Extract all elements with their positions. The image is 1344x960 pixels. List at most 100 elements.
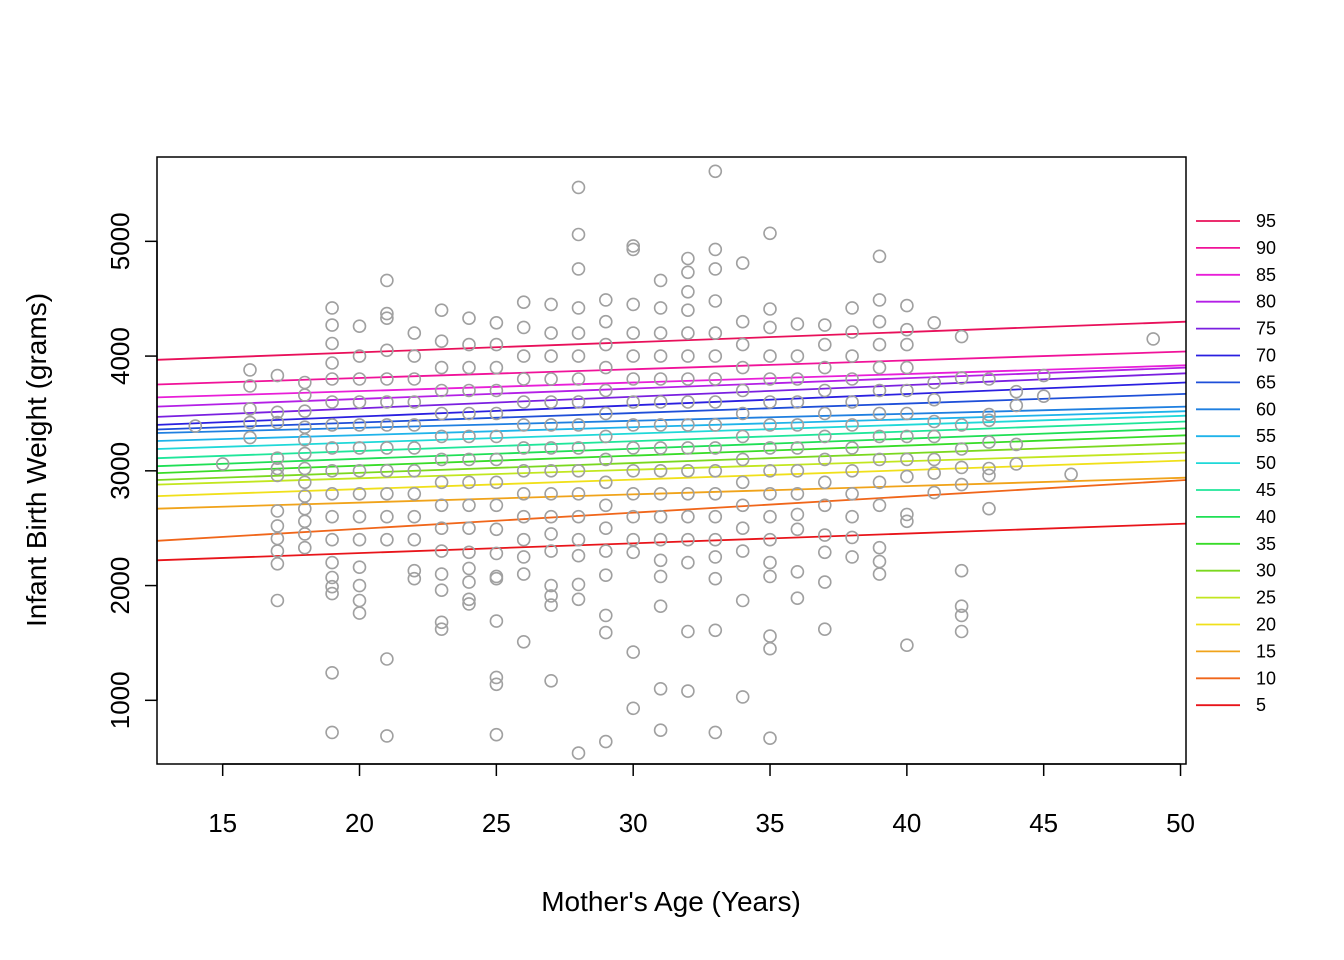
data-point [516, 486, 531, 501]
data-point [571, 463, 586, 478]
data-point [763, 731, 777, 746]
legend-label-15: 15 [1256, 641, 1276, 661]
data-point [954, 418, 969, 432]
data-point [982, 435, 996, 449]
data-point [817, 575, 832, 589]
data-point [434, 521, 449, 536]
data-point [489, 383, 504, 398]
data-point [462, 575, 476, 589]
data-point [434, 615, 449, 630]
data-point [270, 556, 285, 571]
data-point [708, 725, 723, 740]
data-point [544, 673, 558, 688]
data-point [790, 564, 805, 579]
data-point [681, 395, 695, 409]
data-point [954, 563, 969, 578]
data-point [653, 532, 668, 547]
data-point [434, 475, 449, 490]
data-point [982, 461, 996, 476]
data-point [653, 509, 668, 524]
data-point [297, 527, 312, 541]
quantile-line-10 [156, 479, 1187, 542]
data-point [708, 463, 723, 478]
data-point [598, 383, 613, 398]
data-point [598, 734, 613, 749]
data-point [544, 349, 558, 363]
data-point [735, 544, 750, 558]
data-point [243, 430, 257, 445]
data-points [188, 164, 1160, 760]
data-point [462, 597, 476, 611]
data-point [817, 337, 832, 352]
data-point [900, 452, 914, 467]
data-point [434, 383, 449, 398]
data-point [598, 625, 613, 640]
data-point [270, 461, 285, 476]
data-point [735, 452, 750, 467]
data-point [489, 546, 504, 561]
data-point [653, 372, 668, 386]
data-point [380, 418, 394, 432]
data-point [872, 475, 887, 490]
data-point [626, 545, 641, 560]
data-point [407, 326, 422, 340]
data-point [817, 383, 832, 398]
data-point [845, 509, 859, 524]
data-point [325, 356, 339, 370]
legend-label-90: 90 [1256, 238, 1276, 258]
data-point [243, 402, 257, 416]
data-point [626, 701, 641, 716]
data-point [927, 429, 942, 444]
data-point [270, 504, 285, 518]
data-point [325, 725, 339, 740]
data-point [763, 463, 777, 478]
data-point [708, 242, 723, 257]
data-point [1009, 437, 1024, 452]
data-point [516, 509, 531, 524]
quantile-line-30 [156, 442, 1187, 481]
data-point [380, 652, 394, 666]
data-point [489, 475, 504, 490]
x-tick-label: 45 [1029, 808, 1058, 838]
data-point [900, 469, 914, 484]
data-point [297, 475, 312, 490]
data-point [982, 413, 996, 428]
data-point [489, 429, 504, 444]
legend-label-70: 70 [1256, 346, 1276, 366]
data-point [270, 593, 285, 608]
data-point [681, 349, 695, 363]
data-point [325, 441, 339, 455]
data-point [598, 608, 613, 623]
quantile-line-5 [156, 522, 1187, 562]
data-point [708, 509, 723, 524]
data-point [325, 395, 339, 409]
data-point [489, 337, 504, 352]
data-point [516, 550, 531, 564]
data-point [571, 262, 586, 276]
data-point [598, 568, 613, 583]
data-point [845, 395, 859, 409]
data-point [681, 265, 695, 280]
data-point [462, 498, 476, 513]
data-point [681, 509, 695, 524]
data-point [598, 429, 613, 444]
data-point [571, 592, 586, 607]
data-point [325, 486, 339, 501]
data-point [1009, 384, 1024, 399]
data-point [297, 446, 312, 461]
data-point [434, 360, 449, 375]
data-point [243, 415, 257, 430]
data-point [380, 729, 394, 743]
data-point [763, 395, 777, 409]
data-point [434, 334, 449, 349]
data-point [653, 301, 668, 315]
data-point [790, 522, 805, 537]
data-point [735, 383, 750, 398]
data-point [900, 298, 914, 313]
data-point [872, 540, 887, 555]
quantile-line-95 [156, 320, 1187, 361]
data-point [872, 337, 887, 352]
data-point [872, 567, 887, 581]
data-point [735, 360, 750, 375]
data-point [516, 567, 531, 581]
